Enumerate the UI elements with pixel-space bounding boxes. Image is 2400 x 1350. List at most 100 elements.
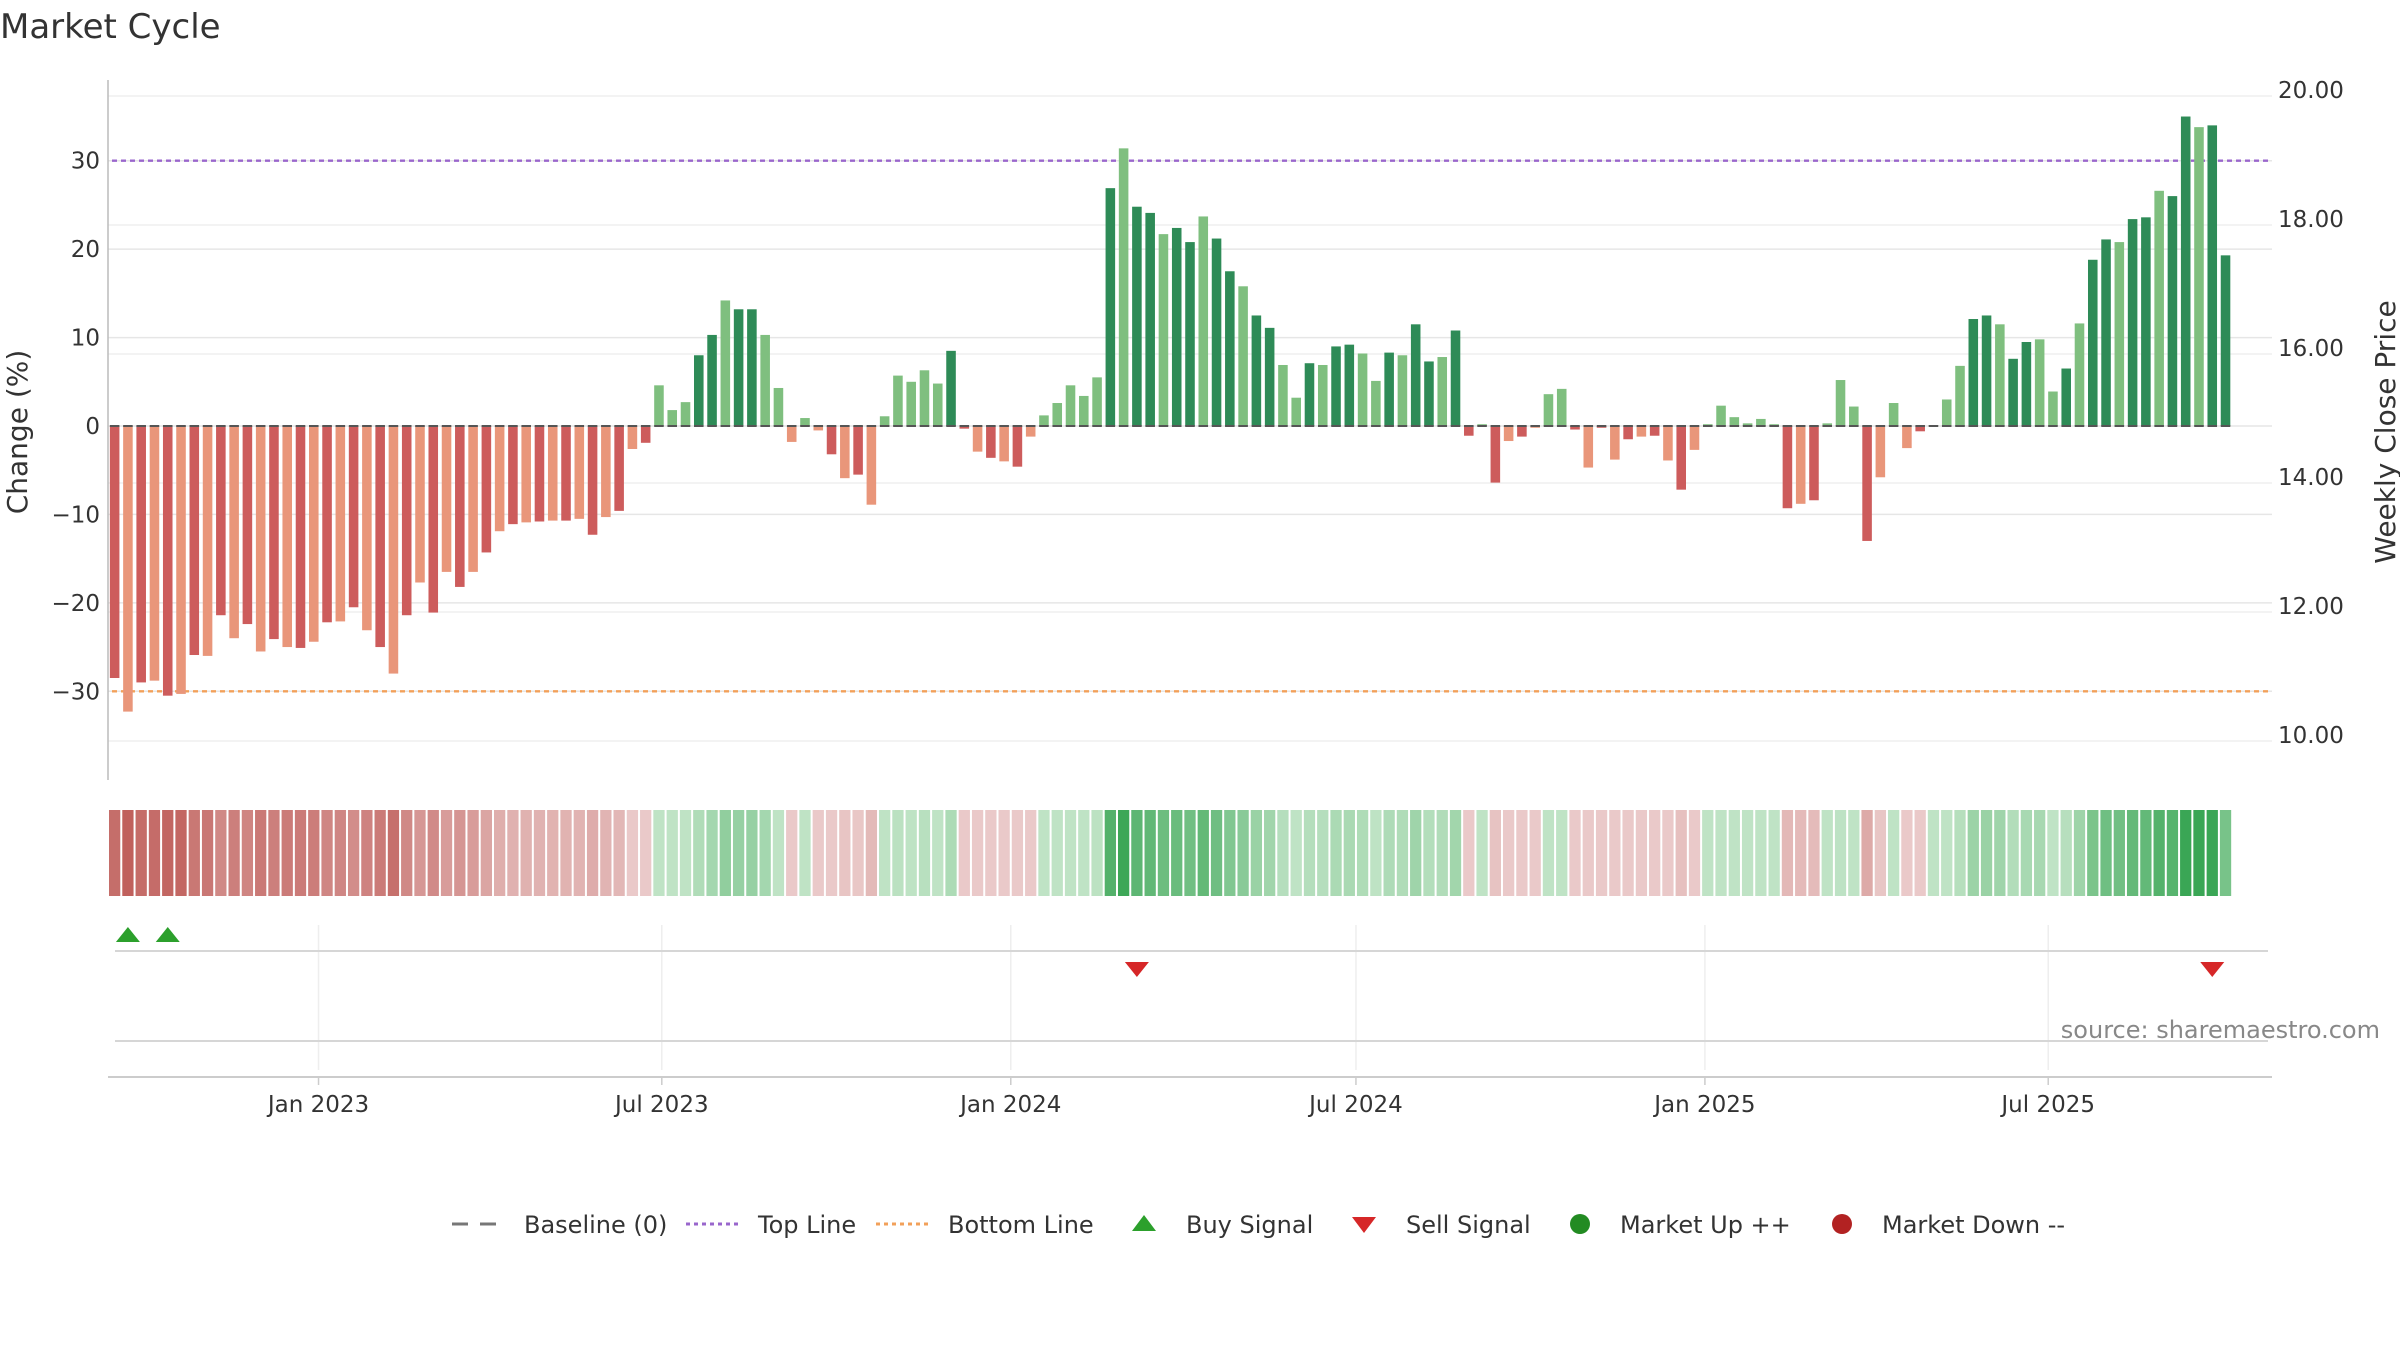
change-bar [627,426,638,449]
change-bar [1145,212,1155,426]
heat-cell [547,810,559,896]
heat-cell [1144,810,1156,896]
heat-cell [1290,810,1302,896]
change-bar [932,383,943,426]
heat-cell [507,810,519,896]
legend-item: Sell Signal [1352,1211,1531,1239]
change-bar [2154,190,2164,426]
heat-cell [175,810,187,896]
heat-cell [998,810,1010,896]
change-bar [109,426,120,678]
heat-cell [852,810,864,896]
y-axis-title: Change (%) [1,350,34,515]
buy-signal-marker [115,927,140,942]
heat-cell [520,810,532,896]
change-bar [508,426,518,525]
change-bar [1835,380,1846,426]
legend: Baseline (0) Top Line Bottom Line Buy Signa… [452,1211,2065,1239]
change-bar [335,426,346,622]
legend-item: Market Up ++ [1570,1211,1791,1239]
change-bar [1264,327,1275,426]
change-bar [1251,315,1262,426]
heat-cell [1887,810,1900,896]
heat-cell [148,810,161,896]
heat-cell [1396,810,1409,896]
heat-cell [1436,810,1448,896]
heat-cell [1104,810,1116,896]
change-bar [587,426,598,535]
heat-cell [1609,810,1621,896]
heat-cell [2020,810,2033,896]
change-bar [999,426,1009,462]
heat-cell [865,810,878,896]
heat-cell [1662,810,1674,896]
heat-cell [1264,810,1276,896]
heat-cell [1356,810,1369,896]
heat-cell [1741,810,1754,896]
heat-cell [719,810,731,896]
change-bar [176,426,186,694]
change-bar [1556,388,1567,426]
change-bar [1052,403,1063,426]
heat-cell [1210,810,1223,896]
heat-cell [1980,810,1993,896]
heat-cell [1317,810,1329,896]
heat-cell [1781,810,1794,896]
heat-cell [414,810,426,896]
heat-cell [387,810,400,896]
change-bar [853,426,863,475]
heat-cell [1941,810,1953,896]
heat-cell [241,810,254,896]
heat-cell [228,810,240,896]
heat-cell [1117,810,1130,896]
change-bar [1862,426,1872,541]
change-bar [1782,426,1793,509]
heat-cell [109,810,121,896]
change-bar [1384,352,1394,426]
heat-cell [1343,810,1355,896]
change-bar [1649,426,1660,436]
heat-cell [1489,810,1501,896]
legend-label: Baseline (0) [524,1211,667,1239]
change-bar [680,402,691,426]
signals-panel [108,925,2272,1078]
heat-cell [1038,810,1050,896]
heat-cell [1197,810,1209,896]
change-bar [2034,339,2045,426]
heat-cell [732,810,745,896]
change-bar [1729,417,1740,426]
y-tick-label: −30 [51,679,100,705]
y-right-tick-label: 16.00 [2278,336,2344,362]
heat-cell [1184,810,1196,896]
change-bar [959,426,970,429]
legend-item: Bottom Line [876,1211,1094,1239]
change-bar [1039,415,1049,426]
change-bar [1902,426,1912,449]
heat-cell [1237,810,1249,896]
change-bar [654,385,664,426]
heat-cell [122,810,134,896]
change-bar [428,426,439,613]
heat-cell [281,810,293,896]
change-bar [614,426,624,511]
heat-cell [812,810,824,896]
change-bar [1583,426,1594,468]
change-bar [1623,426,1633,440]
heat-cell [958,810,970,896]
heat-cell [2126,810,2139,896]
legend-item: Market Down -- [1832,1211,2065,1239]
heat-cell [454,810,466,896]
legend-item: Top Line [686,1211,856,1239]
heat-cell [533,810,546,896]
heat-cell [799,810,811,896]
heat-cell [440,810,453,896]
legend-label: Sell Signal [1406,1211,1531,1239]
y-right-tick-label: 20.00 [2278,78,2344,104]
heat-cell [162,810,174,896]
heat-cell [1516,810,1528,896]
buy-signal-marker [155,927,180,942]
change-bar [1291,397,1301,426]
change-bar [1171,227,1182,426]
heat-cell [932,810,944,896]
change-bar [972,426,983,452]
